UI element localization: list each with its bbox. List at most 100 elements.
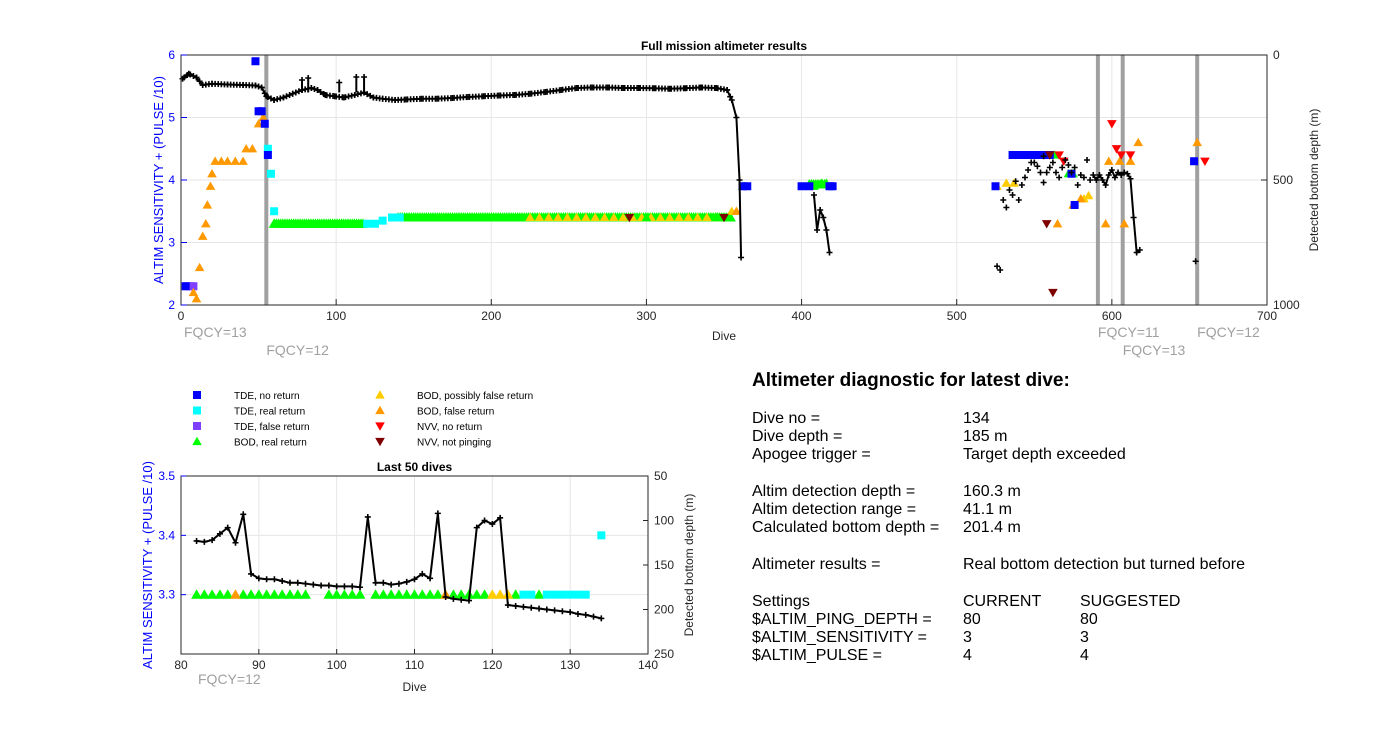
bod-possibly-false-marker bbox=[543, 212, 554, 222]
depth-point bbox=[1012, 178, 1019, 185]
depth-point bbox=[308, 85, 315, 91]
bod-real-return-marker bbox=[393, 589, 405, 599]
depth-point bbox=[574, 610, 581, 617]
depth-point bbox=[1068, 169, 1075, 176]
depth-point bbox=[1003, 204, 1010, 211]
setting-suggested: 80 bbox=[1080, 611, 1098, 628]
depth-point bbox=[279, 578, 286, 585]
x-axis-label: Dive bbox=[402, 680, 426, 694]
depth-point bbox=[504, 602, 511, 609]
bod-real-return-marker bbox=[471, 589, 483, 599]
x-tick-label: 400 bbox=[792, 309, 812, 323]
depth-point bbox=[1006, 187, 1013, 193]
bod-possibly-false-marker bbox=[655, 212, 666, 222]
y-tick-label-left: 3.4 bbox=[158, 528, 175, 542]
diag-value: Real bottom detection but turned before bbox=[963, 556, 1245, 573]
bod-false-return-marker bbox=[207, 168, 217, 178]
y-tick-label-right: 1000 bbox=[1273, 298, 1300, 312]
fqcy-label: FQCY=11 bbox=[1098, 324, 1160, 340]
depth-point bbox=[224, 524, 231, 531]
depth-point bbox=[1056, 174, 1063, 181]
y-tick-label-left: 5 bbox=[168, 111, 175, 125]
depth-point bbox=[325, 582, 332, 589]
nvv-not-pinging-marker bbox=[624, 213, 635, 223]
setting-row-ping-depth: $ALTIM_PING_DEPTH = 80 80 bbox=[752, 611, 1245, 629]
depth-point bbox=[349, 583, 356, 590]
bod-possibly-false-marker bbox=[702, 212, 712, 222]
depth-point bbox=[258, 84, 265, 91]
depth-point bbox=[810, 192, 817, 198]
depth-point bbox=[489, 521, 496, 528]
settings-suggested-header: SUGGESTED bbox=[1080, 593, 1181, 610]
depth-point bbox=[727, 93, 734, 100]
depth-point bbox=[551, 607, 558, 614]
depth-point bbox=[255, 575, 262, 582]
bod-real-return-marker bbox=[253, 589, 265, 599]
bod-false-return-marker bbox=[1103, 156, 1114, 165]
depth-point bbox=[311, 86, 318, 92]
bod-real-return-marker bbox=[206, 589, 218, 599]
diag-key: Apogee trigger = bbox=[752, 446, 871, 463]
nvv-not-pinging-marker bbox=[1041, 220, 1052, 229]
bod-false-return-marker bbox=[216, 156, 227, 165]
depth-point bbox=[333, 583, 340, 590]
depth-point bbox=[367, 92, 374, 99]
depth-point bbox=[341, 583, 348, 590]
bod-false-return-marker bbox=[731, 206, 742, 215]
depth-point bbox=[264, 94, 271, 100]
depth-point bbox=[1025, 167, 1032, 173]
depth-point bbox=[318, 582, 325, 589]
depth-point bbox=[364, 91, 371, 98]
depth-point bbox=[209, 537, 216, 544]
bod-real-return-marker bbox=[323, 589, 335, 599]
bod-real-return-marker bbox=[354, 589, 366, 599]
bod-real-return-marker bbox=[339, 589, 350, 599]
bod-real-return-marker bbox=[346, 589, 358, 599]
legend-marker bbox=[375, 437, 385, 447]
bod-false-return-marker bbox=[194, 262, 205, 272]
fqcy-label: FQCY=12 bbox=[266, 342, 329, 358]
depth-point bbox=[543, 606, 550, 613]
depth-point bbox=[427, 575, 434, 582]
depth-point bbox=[277, 95, 284, 102]
x-tick-label: 130 bbox=[560, 658, 580, 672]
bod-real-return-marker bbox=[331, 589, 343, 599]
bod-real-return-marker bbox=[385, 589, 397, 599]
tde-real-return-marker bbox=[378, 216, 387, 225]
bod-real-return-marker bbox=[455, 589, 467, 599]
full-mission-chart: 0 100 200 300 400 500 600 700 2 3 4 5 6 0 500 1000 Full … bbox=[151, 39, 1321, 358]
nvv-not-pinging-marker bbox=[1045, 151, 1055, 160]
bod-possibly-false-marker bbox=[571, 212, 582, 222]
depth-point bbox=[201, 538, 208, 545]
setting-current: 4 bbox=[963, 647, 972, 664]
depth-point bbox=[512, 602, 519, 609]
x-tick-label: 90 bbox=[252, 658, 266, 672]
bod-real-return-marker bbox=[269, 589, 280, 599]
depth-point bbox=[1192, 258, 1199, 265]
y-tick-label-right: 0 bbox=[1273, 48, 1280, 62]
depth-point bbox=[267, 95, 274, 102]
depth-point bbox=[724, 87, 731, 93]
bod-real-return-marker bbox=[641, 212, 652, 222]
tde-real-return-marker bbox=[597, 531, 606, 540]
bod-real-return-marker bbox=[448, 589, 459, 599]
diagnostic-panel: Altimeter diagnostic for latest dive: Di… bbox=[752, 370, 1245, 665]
bod-possibly-false-marker bbox=[609, 212, 619, 222]
y-tick-label-left: 2 bbox=[168, 298, 175, 312]
depth-point bbox=[473, 524, 480, 531]
bod-real-return-marker bbox=[370, 589, 381, 599]
depth-point bbox=[320, 91, 327, 97]
legend-marker bbox=[375, 390, 385, 399]
settings-current-header: CURRENT bbox=[963, 593, 1042, 610]
depth-point bbox=[299, 77, 306, 83]
x-tick-label: 500 bbox=[947, 309, 967, 323]
bod-false-return-marker bbox=[238, 156, 248, 165]
diag-value: 134 bbox=[963, 410, 990, 427]
diag-row-dive-depth: Dive depth = 185 m bbox=[752, 428, 1245, 446]
depth-point bbox=[528, 604, 535, 611]
y-tick-label-right: 150 bbox=[654, 558, 674, 572]
fqcy-label: FQCY=12 bbox=[198, 671, 261, 687]
diag-key: Altim detection range = bbox=[752, 501, 917, 518]
depth-point bbox=[190, 73, 197, 79]
tde-false-return-marker bbox=[189, 282, 198, 291]
